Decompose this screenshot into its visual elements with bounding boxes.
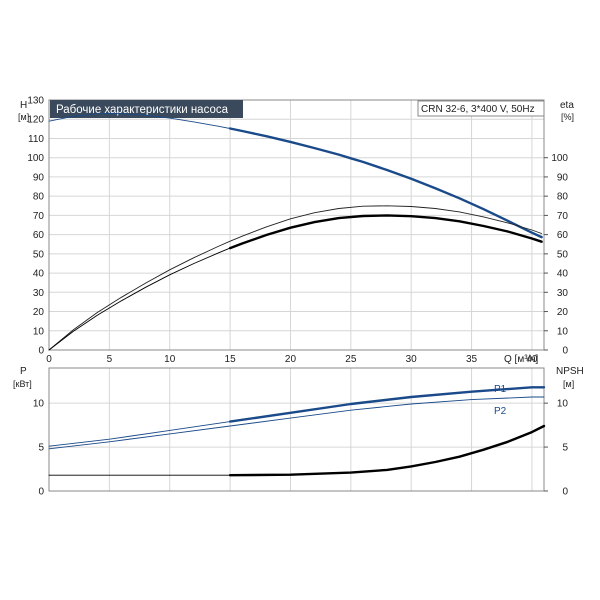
right-axis-tick-label: 80 xyxy=(557,192,569,203)
h-axis-label: H xyxy=(20,100,27,111)
q-axis-label: Q [м³/ч] xyxy=(504,354,539,365)
series-line-npsh-operating-range xyxy=(228,424,546,477)
x-tick-label: 5 xyxy=(107,354,113,365)
left-axis-tick-label: 40 xyxy=(33,269,45,280)
p-axis-label: P xyxy=(20,366,27,377)
right-axis-tick-label: 0 xyxy=(562,487,568,498)
series-label-p2: P2 xyxy=(494,406,507,417)
series-line-h xyxy=(48,113,543,238)
right-axis-tick-label: 70 xyxy=(557,211,569,222)
x-tick-label: 40 xyxy=(526,354,538,365)
left-axis-tick-label: 20 xyxy=(33,307,45,318)
left-axis-tick-label: 100 xyxy=(27,153,44,164)
x-tick-label: 20 xyxy=(285,354,297,365)
top-plot-frame xyxy=(48,99,545,351)
left-axis-tick-label: 0 xyxy=(38,487,44,498)
left-axis-tick-label: 0 xyxy=(38,346,44,357)
x-tick-label: 15 xyxy=(225,354,237,365)
left-axis-tick-label: 10 xyxy=(33,399,45,410)
right-axis-tick-label: 100 xyxy=(551,153,568,164)
right-axis-tick-label: 40 xyxy=(557,269,569,280)
series-line-eta1 xyxy=(48,205,543,351)
left-axis-tick-label: 90 xyxy=(33,172,45,183)
right-axis-tick-label: 20 xyxy=(557,307,569,318)
right-axis-tick-label: 30 xyxy=(557,288,569,299)
right-axis-tick-label: 10 xyxy=(557,399,569,410)
series-line-eta2 xyxy=(48,214,543,351)
right-axis-tick-label: 50 xyxy=(557,249,569,260)
left-axis-tick-label: 50 xyxy=(33,249,45,260)
left-axis-tick-label: 70 xyxy=(33,211,45,222)
left-axis-tick-label: 80 xyxy=(33,192,45,203)
left-axis-tick-label: 30 xyxy=(33,288,45,299)
right-axis-tick-label: 60 xyxy=(557,230,569,241)
right-axis-tick-label: 5 xyxy=(562,443,568,454)
eta-axis-unit: [%] xyxy=(561,112,574,122)
series-line-p1-operating-range xyxy=(228,386,546,423)
bottom-plot-frame xyxy=(48,367,545,492)
series-line-npsh xyxy=(48,425,545,476)
x-tick-label: 30 xyxy=(406,354,418,365)
series-line-eta2-operating-range xyxy=(228,214,543,250)
model-label-box xyxy=(417,100,545,117)
left-axis-tick-label: 10 xyxy=(33,326,45,337)
right-axis-tick-label: 10 xyxy=(557,326,569,337)
right-axis-tick-label: 0 xyxy=(562,346,568,357)
left-axis-tick-label: 60 xyxy=(33,230,45,241)
npsh-axis-label: NPSH xyxy=(556,366,584,377)
model-label: CRN 32-6, 3*400 V, 50Hz xyxy=(421,104,535,115)
series-line-h-operating-range xyxy=(228,127,543,239)
left-axis-tick-label: 130 xyxy=(27,96,44,107)
p-axis-unit: [кВт] xyxy=(13,379,32,389)
series-label-p1: P1 xyxy=(494,384,507,395)
left-axis-tick-label: 120 xyxy=(27,115,44,126)
eta-axis-label: eta xyxy=(560,100,574,111)
left-axis-tick-label: 110 xyxy=(28,134,44,145)
bottom-plot-grid xyxy=(48,368,544,492)
top-plot-grid xyxy=(48,99,544,351)
series-line-p2 xyxy=(48,396,545,450)
x-tick-label: 0 xyxy=(46,354,52,365)
x-tick-label: 35 xyxy=(466,354,478,365)
right-axis-tick-label: 90 xyxy=(557,172,569,183)
x-tick-label: 10 xyxy=(164,354,176,365)
chart-title: Рабочие характеристики насоса xyxy=(56,104,229,116)
npsh-axis-unit: [м] xyxy=(563,379,574,389)
left-axis-tick-label: 5 xyxy=(38,443,44,454)
h-axis-unit: [м] xyxy=(18,112,29,122)
series-line-p1 xyxy=(48,386,545,447)
x-tick-label: 25 xyxy=(345,354,357,365)
